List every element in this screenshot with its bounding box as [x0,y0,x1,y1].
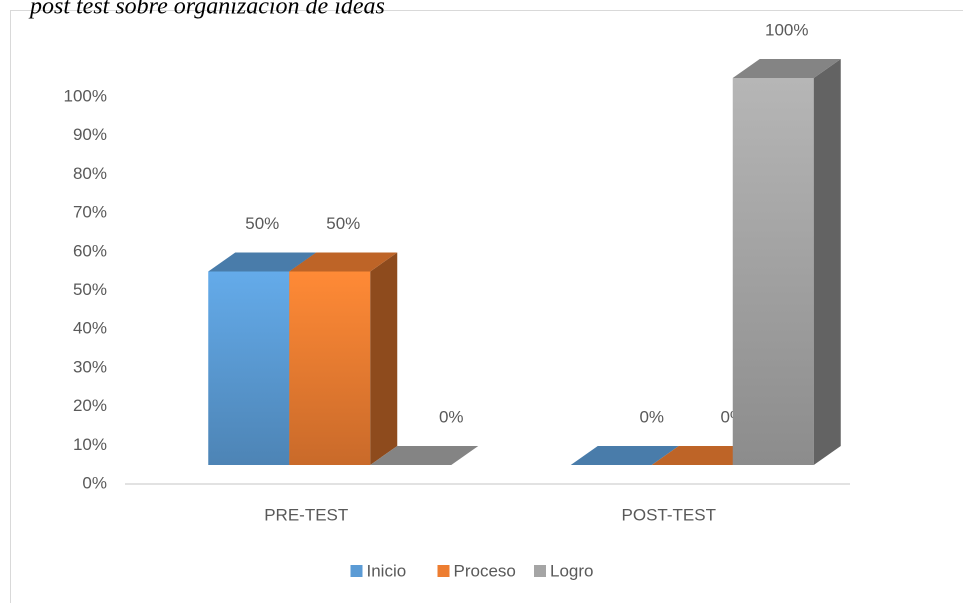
y-tick-label: 30% [73,357,107,376]
bar-front [208,271,290,465]
bar-top [370,446,479,465]
data-label: 50% [245,214,279,233]
bar-top [289,252,398,272]
legend-swatch [437,565,450,577]
legend-label: Proceso [454,561,516,580]
y-tick-label: 70% [73,203,107,222]
y-tick-label: 0% [82,473,107,492]
data-label: 0% [439,407,464,426]
bar-side [813,59,841,465]
legend-label: Logro [550,561,593,580]
x-tick-label: POST-TEST [622,505,716,524]
bar-top [732,59,841,78]
legend-swatch [350,565,363,577]
caption: post test sobre organización de ideas [28,0,385,20]
y-tick-label: 50% [73,280,107,299]
bar-front [289,271,371,465]
y-tick-label: 10% [73,435,107,454]
y-tick-label: 60% [73,241,107,260]
y-tick-label: 40% [73,319,107,338]
y-tick-label: 100% [64,86,107,105]
data-label: 0% [639,407,664,426]
data-label: 100% [765,20,808,39]
bar-top [570,446,679,465]
data-label: 50% [326,214,360,233]
bar-top [208,252,317,272]
y-tick-label: 20% [73,396,107,415]
legend-swatch [534,565,546,577]
legend-label: Inicio [367,561,407,580]
x-tick-label: PRE-TEST [264,505,348,524]
bar-side [370,252,398,465]
bar-front [732,78,814,465]
y-tick-label: 80% [73,164,107,183]
y-tick-label: 90% [73,125,107,144]
